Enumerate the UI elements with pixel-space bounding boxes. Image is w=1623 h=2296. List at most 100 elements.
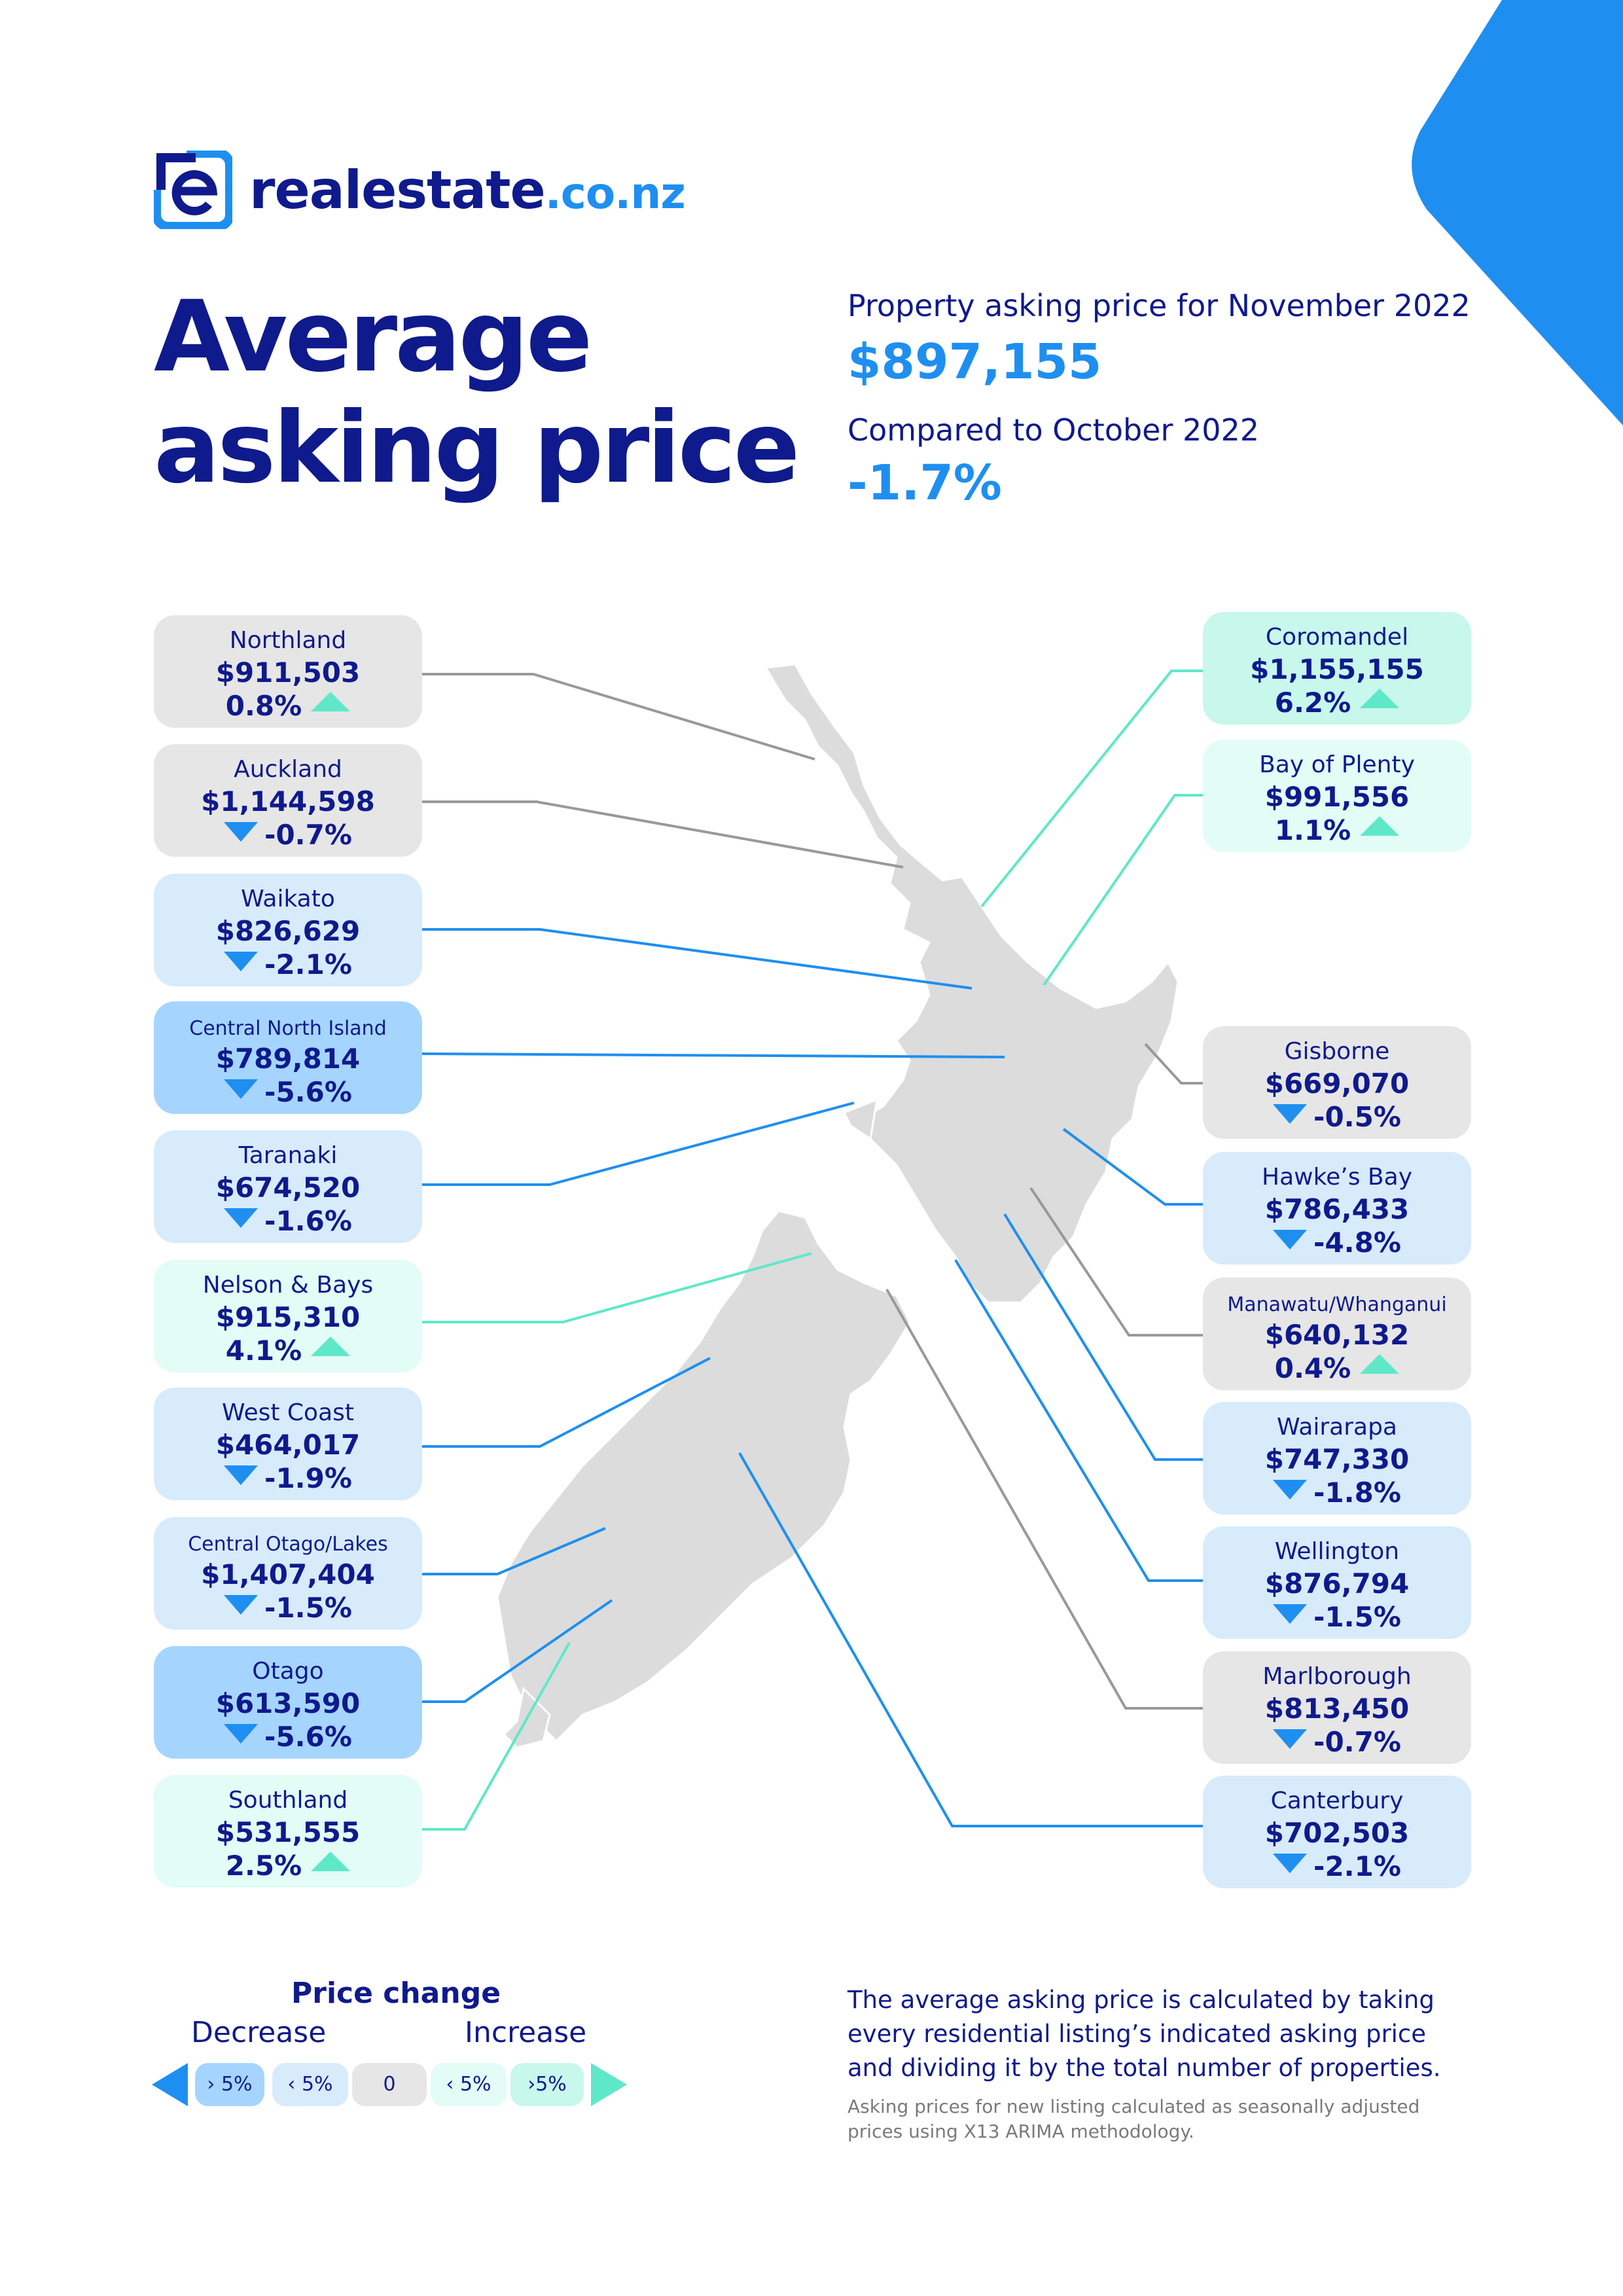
region-name: Otago <box>252 1658 324 1685</box>
region-name: Central North Island <box>189 1017 387 1040</box>
region-price: $1,144,598 <box>201 785 375 817</box>
region-price: $669,070 <box>1264 1067 1410 1100</box>
region-card: Otago $613,590 -5.6% <box>154 1646 422 1759</box>
region-price: $613,590 <box>215 1687 361 1719</box>
region-change: -0.7% <box>1203 1726 1471 1758</box>
brand-logo[interactable]: realestate.co.nz <box>154 151 686 229</box>
summary-period-label: Property asking price for November 2022 <box>847 288 1471 323</box>
region-change: -4.8% <box>1203 1227 1471 1259</box>
region-card: Central North Island $789,814 -5.6% <box>154 1001 422 1114</box>
region-price: $1,155,155 <box>1250 653 1424 685</box>
region-name: West Coast <box>221 1399 355 1426</box>
brand-wordmark: realestate.co.nz <box>249 159 686 221</box>
region-price: $1,407,404 <box>201 1558 375 1590</box>
region-card: Canterbury $702,503 -2.1% <box>1203 1776 1471 1888</box>
region-change: -0.5% <box>1203 1101 1471 1133</box>
increase-arrow-icon <box>311 1336 351 1356</box>
leader-coromandel <box>980 670 1203 908</box>
legend-arrow-right-icon <box>591 2063 627 2106</box>
region-name: Southland <box>228 1787 348 1814</box>
region-change: -1.9% <box>154 1462 422 1494</box>
region-change: -1.5% <box>154 1592 422 1624</box>
leader-nelson <box>422 1252 812 1323</box>
region-change: -1.5% <box>1203 1601 1471 1633</box>
summary-change: -1.7% <box>847 455 1002 511</box>
legend-pill-zero: 0 <box>352 2063 427 2106</box>
region-change-value: -1.9% <box>264 1462 352 1494</box>
region-price: $991,556 <box>1264 781 1410 813</box>
leader-bay-of-plenty <box>1043 794 1203 986</box>
region-name: Waikato <box>241 886 335 912</box>
decrease-arrow-icon <box>224 822 259 842</box>
page-title: Average asking price <box>154 280 800 505</box>
region-change-value: 0.8% <box>225 690 302 722</box>
leader-southland <box>422 1642 571 1831</box>
leader-taranaki <box>422 1102 855 1186</box>
increase-arrow-icon <box>311 1852 351 1871</box>
region-card: Gisborne $669,070 -0.5% <box>1203 1026 1471 1139</box>
region-change: -0.7% <box>154 819 422 851</box>
region-card: Southland $531,555 2.5% <box>154 1775 422 1888</box>
leader-gisborne <box>1144 1043 1203 1085</box>
summary-compare-label: Compared to October 2022 <box>847 412 1260 448</box>
leader-hawkes-bay <box>1062 1128 1203 1206</box>
region-change: 1.1% <box>1203 814 1471 846</box>
region-card: Manawatu/Whanganui $640,132 0.4% <box>1203 1278 1471 1390</box>
south-island-shape <box>496 1210 911 1749</box>
region-name: Auckland <box>234 756 342 783</box>
north-island-shape <box>764 663 1179 1304</box>
title-line-1: Average <box>154 280 593 394</box>
region-card: Bay of Plenty $991,556 1.1% <box>1203 740 1471 852</box>
region-change-value: 0.4% <box>1274 1352 1351 1384</box>
leader-west-coast <box>422 1357 711 1448</box>
region-card: Nelson & Bays $915,310 4.1% <box>154 1260 422 1372</box>
legend-pill-inc-small: ‹ 5% <box>431 2063 507 2106</box>
region-change-value: -5.6% <box>264 1721 352 1753</box>
decrease-arrow-icon <box>1273 1854 1308 1873</box>
region-change-value: -1.5% <box>1313 1601 1401 1633</box>
title-line-2: asking price <box>154 391 800 505</box>
region-change-value: -0.7% <box>264 819 352 851</box>
decrease-arrow-icon <box>224 952 259 971</box>
region-price: $911,503 <box>215 656 361 689</box>
leader-lines <box>421 670 1203 1831</box>
region-price: $531,555 <box>215 1816 361 1848</box>
region-card: Auckland $1,144,598 -0.7% <box>154 744 422 857</box>
decrease-arrow-icon <box>1273 1230 1308 1249</box>
summary-value: $897,155 <box>847 334 1102 390</box>
corner-decoration <box>1412 0 1623 425</box>
region-change: 2.5% <box>154 1850 422 1882</box>
decrease-arrow-icon <box>224 1465 259 1485</box>
legend-pill-dec-small: ‹ 5% <box>272 2063 348 2106</box>
decrease-arrow-icon <box>224 1208 259 1228</box>
region-change-value: 2.5% <box>225 1850 302 1882</box>
legend-increase-label: Increase <box>465 2016 587 2049</box>
region-price: $876,794 <box>1264 1568 1410 1600</box>
region-name: Wellington <box>1274 1538 1400 1565</box>
leader-wellington <box>954 1259 1203 1582</box>
brand-name: realestate <box>249 159 546 221</box>
region-name: Taranaki <box>238 1142 338 1169</box>
region-price: $813,450 <box>1264 1693 1410 1725</box>
region-card: Central Otago/Lakes $1,407,404 -1.5% <box>154 1517 422 1630</box>
decrease-arrow-icon <box>1273 1104 1308 1124</box>
leader-manawatu <box>1029 1187 1203 1336</box>
increase-arrow-icon <box>1360 689 1400 708</box>
region-change-value: -0.7% <box>1313 1726 1401 1758</box>
region-change: 0.4% <box>1203 1352 1471 1384</box>
region-change-value: 4.1% <box>225 1335 302 1367</box>
legend-arrow-left-icon <box>152 2063 188 2106</box>
region-name: Gisborne <box>1284 1038 1390 1065</box>
region-change-value: -0.5% <box>1313 1101 1401 1133</box>
region-change: -2.1% <box>154 948 422 980</box>
realestate-logo-icon <box>154 151 232 229</box>
legend-pill-inc-large: ›5% <box>510 2063 584 2106</box>
region-name: Central Otago/Lakes <box>188 1533 388 1556</box>
region-card: Taranaki $674,520 -1.6% <box>154 1130 422 1243</box>
leader-central-otago <box>422 1527 606 1575</box>
increase-arrow-icon <box>1360 816 1400 836</box>
region-card: Marlborough $813,450 -0.7% <box>1203 1651 1471 1764</box>
region-change-value: -1.8% <box>1313 1477 1401 1509</box>
region-card: West Coast $464,017 -1.9% <box>154 1388 422 1500</box>
